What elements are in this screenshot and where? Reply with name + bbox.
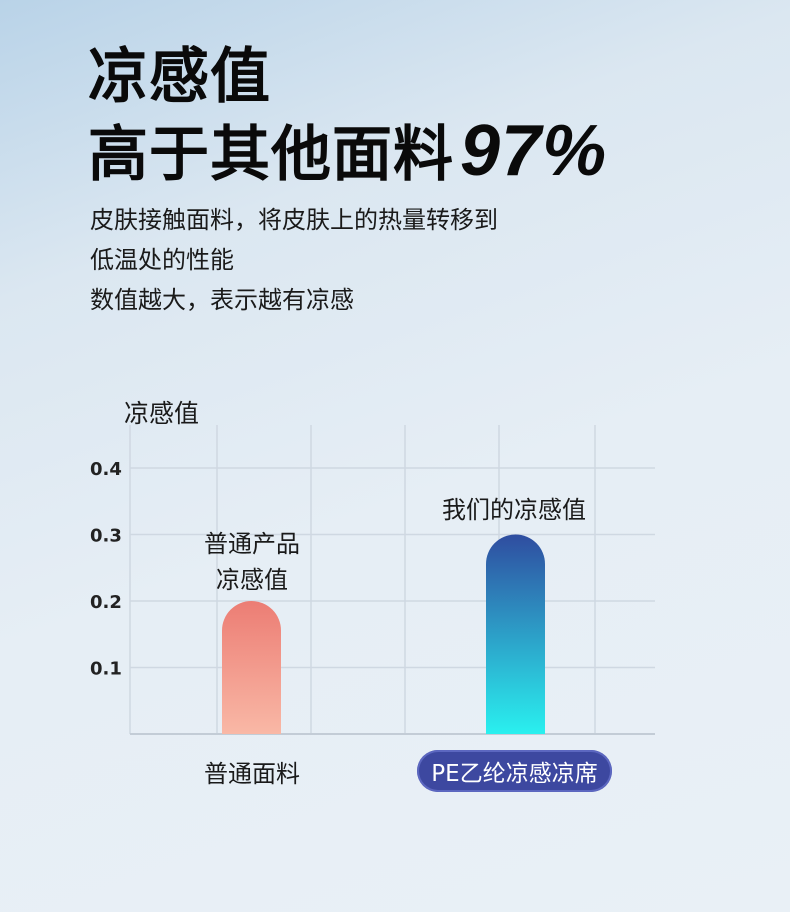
- grid: [129, 425, 655, 735]
- bar-annotation-1-line2: 凉感值: [216, 566, 288, 594]
- headline-line2: 高于其他面料97%: [88, 115, 607, 187]
- description-line: 皮肤接触面料，将皮肤上的热量转移到: [90, 206, 498, 234]
- bar-1: [222, 601, 281, 734]
- headline-line1: 凉感值: [88, 42, 271, 112]
- y-tick-label: 0.4: [90, 459, 122, 480]
- description-line: 低温处的性能: [90, 246, 234, 274]
- description: 皮肤接触面料，将皮肤上的热量转移到 低温处的性能 数值越大，表示越有凉感: [90, 200, 498, 320]
- headline-percentage: 97%: [460, 111, 608, 191]
- y-tick-label: 0.1: [90, 659, 122, 680]
- description-line: 数值越大，表示越有凉感: [90, 286, 354, 314]
- x-tick-label-1: 普通面料: [204, 760, 300, 788]
- bar-annotation-2: 我们的凉感值: [442, 496, 586, 524]
- y-tick-label: 0.2: [90, 592, 122, 613]
- bar-2: [486, 534, 545, 734]
- y-axis-label: 凉感值: [124, 399, 199, 428]
- x-tick-label-2: PE乙纶凉感凉席: [417, 750, 612, 792]
- headline-text: 高于其他面料: [88, 120, 454, 190]
- y-tick-label: 0.3: [90, 526, 122, 547]
- bar-annotation-1-line1: 普通产品: [204, 530, 300, 558]
